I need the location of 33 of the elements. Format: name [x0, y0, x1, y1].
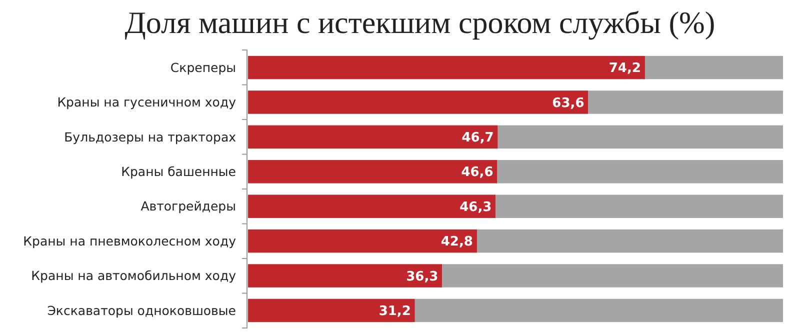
data-label: 63,6	[552, 96, 584, 111]
bar	[442, 264, 783, 288]
data-label: 46,6	[461, 165, 494, 180]
bar	[248, 160, 498, 184]
bar	[496, 194, 783, 218]
data-label: 46,3	[460, 200, 492, 215]
bar	[248, 125, 498, 149]
y-tick-label: Краны на пневмоколесном ходу	[23, 233, 237, 248]
y-tick-label: Экскаваторы одноковшовые	[47, 302, 236, 318]
bar	[588, 90, 783, 114]
bar	[248, 56, 645, 80]
bar	[414, 298, 783, 322]
bar	[248, 264, 442, 288]
data-label: 74,2	[608, 61, 641, 76]
bar	[476, 229, 783, 253]
data-label: 42,8	[440, 234, 473, 250]
data-label: 36,3	[406, 269, 438, 284]
y-tick-label: Краны на гусеничном ходу	[57, 94, 237, 110]
data-label: 46,7	[462, 130, 494, 146]
bar	[498, 125, 783, 149]
chart-title: Доля машин с истекшим сроком службы (%)	[124, 5, 716, 40]
bar	[248, 229, 477, 253]
bar	[248, 194, 496, 218]
bar	[644, 56, 783, 80]
bar	[248, 90, 588, 114]
bar	[248, 298, 415, 322]
bar	[497, 160, 783, 184]
y-tick-label: Скреперы	[170, 60, 236, 75]
data-label: 31,2	[378, 304, 411, 320]
y-tick-label: Автогрейдеры	[140, 198, 236, 214]
y-tick-label: Краны башенные	[121, 164, 236, 180]
y-tick-label: Бульдозеры на тракторах	[64, 129, 236, 144]
y-tick-label: Краны на автомобильном ходу	[31, 268, 237, 284]
